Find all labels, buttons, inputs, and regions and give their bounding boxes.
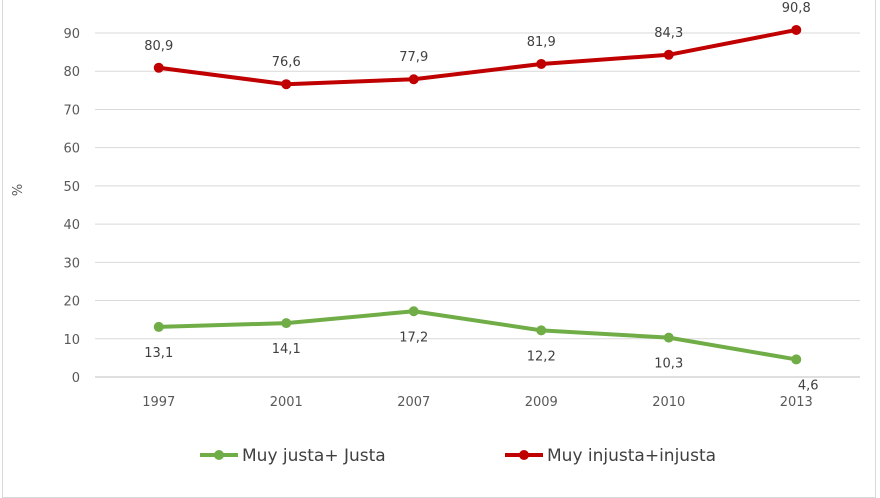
data-point [153, 321, 164, 332]
y-tick-label: 30 [63, 256, 80, 271]
y-tick-label: 60 [63, 142, 80, 157]
data-label: 77,9 [399, 50, 428, 65]
y-tick-label: 100 [55, 0, 80, 4]
legend-swatch-marker [214, 450, 224, 460]
y-tick-label: 90 [63, 27, 80, 42]
data-point [153, 62, 164, 73]
data-point [408, 74, 419, 85]
y-tick-label: 0 [72, 371, 80, 386]
x-tick-label: 1997 [142, 395, 175, 410]
data-label: 14,1 [272, 342, 301, 357]
y-tick-label: 80 [63, 65, 80, 80]
y-tick-label: 70 [63, 103, 80, 118]
legend-label: Muy injusta+injusta [547, 446, 716, 466]
y-tick-label: 10 [63, 333, 80, 348]
data-point [791, 24, 802, 35]
legend-label: Muy justa+ Justa [242, 446, 386, 466]
data-point [791, 354, 802, 365]
x-tick-label: 2010 [652, 395, 685, 410]
data-point [663, 332, 674, 343]
data-label: 76,6 [272, 55, 301, 70]
data-point [408, 306, 419, 317]
series-line [158, 27, 797, 87]
y-tick-label: 50 [63, 180, 80, 195]
data-point [536, 58, 547, 69]
data-point [663, 49, 674, 60]
x-tick-label: 2001 [270, 395, 303, 410]
data-label: 4,6 [798, 378, 819, 393]
data-point [281, 79, 292, 90]
data-point [281, 318, 292, 329]
data-label: 12,2 [527, 349, 556, 364]
data-point [536, 325, 547, 336]
data-label: 81,9 [527, 35, 556, 50]
legend-swatch-marker [519, 450, 529, 460]
data-label: 80,9 [144, 39, 173, 54]
data-label: 10,3 [654, 357, 683, 372]
data-label: 84,3 [654, 26, 683, 41]
y-axis-label: % [11, 184, 26, 196]
y-tick-label: 20 [63, 295, 80, 310]
x-tick-label: 2009 [525, 395, 558, 410]
y-tick-label: 40 [63, 218, 80, 233]
x-tick-label: 2007 [397, 395, 430, 410]
data-label: 90,8 [782, 1, 811, 16]
x-tick-label: 2013 [780, 395, 813, 410]
series-line [158, 309, 797, 362]
data-label: 13,1 [144, 346, 173, 361]
data-label: 17,2 [399, 330, 428, 345]
